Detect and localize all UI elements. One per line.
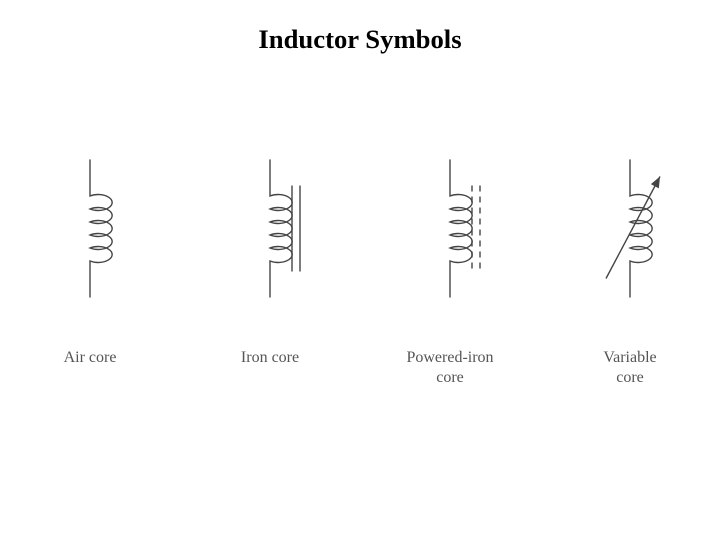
cell-powdered-core: Powered-ironcore [370,150,530,388]
symbol-air-core [30,150,150,330]
page-title: Inductor Symbols [258,24,461,55]
symbol-iron-core [210,150,330,330]
symbol-row: Air core Iron core Powered-ironcore Vari… [0,150,720,388]
caption-iron-core: Iron core [241,348,299,368]
symbol-variable-core [570,150,690,330]
inductor-icon [210,150,330,330]
caption-powdered-core: Powered-ironcore [406,348,493,388]
caption-air-core: Air core [64,348,117,368]
caption-variable-core: Variablecore [603,348,656,388]
cell-air-core: Air core [10,150,170,368]
cell-variable-core: Variablecore [550,150,710,388]
inductor-icon [570,150,690,330]
symbol-powdered-core [390,150,510,330]
inductor-icon [390,150,510,330]
inductor-icon [30,150,150,330]
cell-iron-core: Iron core [190,150,350,368]
